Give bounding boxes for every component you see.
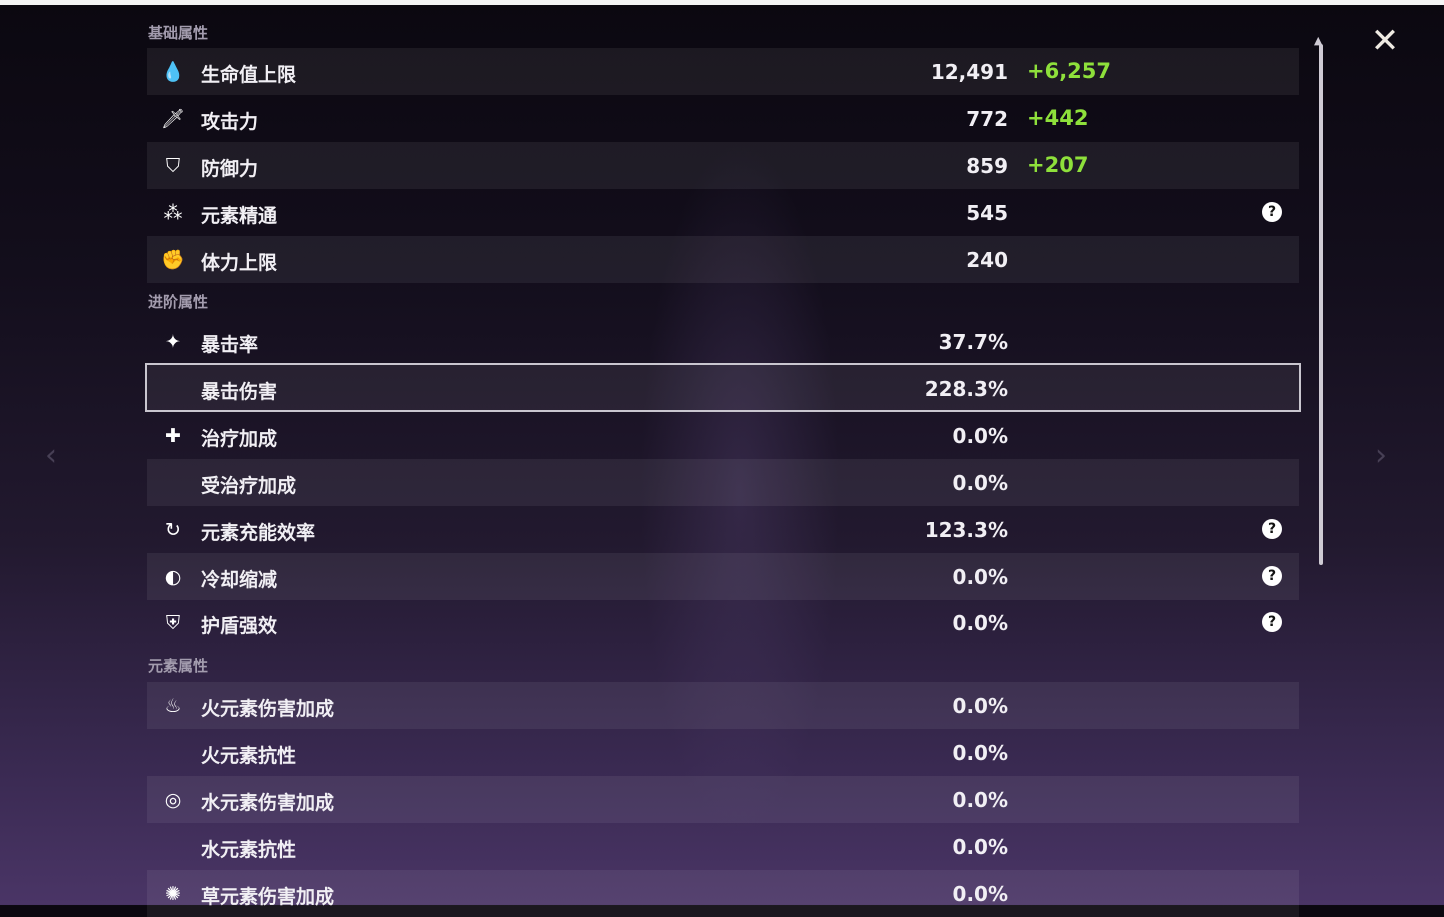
pyro-icon: ♨ (164, 695, 182, 717)
stat-label: 暴击伤害 (201, 380, 278, 403)
stamina-icon: ✊ (161, 248, 185, 271)
stat-value: 0.0% (952, 694, 1008, 718)
stat-row[interactable]: ⁂ 元素精通 545? (147, 189, 1299, 236)
stat-row[interactable]: ✊ 体力上限 240 (147, 235, 1299, 283)
stat-value: 0.0% (952, 611, 1008, 636)
stat-row[interactable]: ↻ 元素充能效率 123.3%? (147, 506, 1299, 553)
stat-value: 123.3% (924, 517, 1008, 542)
stat-value: 0.0% (952, 740, 1008, 765)
sword-icon: 🗡 (161, 107, 186, 130)
dendro-icon: ✺ (165, 882, 181, 905)
help-icon[interactable]: ? (1262, 518, 1282, 539)
stat-value: 228.3% (924, 376, 1008, 401)
stat-row[interactable]: 暴击伤害 228.3% (145, 362, 1301, 412)
stat-label: 草元素伤害加成 (201, 885, 335, 908)
stat-value: 772 (966, 106, 1008, 131)
stat-label: 生命值上限 (201, 64, 297, 86)
stat-value: 37.7% (938, 330, 1008, 354)
stat-label: 攻击力 (201, 110, 259, 133)
help-icon[interactable]: ? (1262, 612, 1282, 633)
window-top-edge (0, 0, 1444, 5)
stat-bonus: +207 (1027, 152, 1089, 177)
help-icon[interactable]: ? (1262, 565, 1282, 586)
stat-value: 12,491 (930, 60, 1008, 84)
stat-row[interactable]: 💧 生命值上限 12,491 +6,257 (147, 48, 1299, 95)
stat-label: 水元素抗性 (201, 838, 297, 861)
section-header: 进阶属性 (148, 293, 209, 311)
stat-label: 防御力 (201, 157, 259, 180)
stat-label: 治疗加成 (201, 427, 278, 450)
stat-row[interactable]: ◐ 冷却缩减 0.0%? (147, 552, 1299, 600)
help-icon[interactable]: ? (1262, 201, 1282, 222)
stat-row[interactable]: ⛨ 护盾强效 0.0%? (147, 599, 1299, 646)
section-header: 元素属性 (148, 657, 209, 675)
stat-value: 0.0% (952, 834, 1008, 859)
shield-icon: ⛉ (165, 154, 181, 177)
stat-row[interactable]: 受治疗加成 0.0% (147, 458, 1299, 506)
stat-value: 0.0% (952, 881, 1008, 906)
energy-recharge-icon: ↻ (165, 518, 181, 541)
stat-row[interactable]: ✚ 治疗加成 0.0% (147, 412, 1299, 459)
close-button[interactable]: ✕ (1366, 22, 1404, 60)
stat-row[interactable]: ✺ 草元素伤害加成 0.0% (147, 869, 1299, 917)
stat-label: 护盾强效 (201, 615, 278, 638)
stat-row[interactable]: 水元素抗性 0.0% (147, 823, 1299, 870)
stat-value: 0.0% (952, 470, 1008, 495)
cooldown-icon: ◐ (164, 565, 182, 588)
stat-label: 暴击率 (201, 334, 259, 356)
stat-value: 545 (966, 200, 1008, 225)
elemental-mastery-icon: ⁂ (163, 201, 183, 224)
stat-label: 火元素伤害加成 (201, 698, 335, 720)
scroll-up-icon: ▲ (1314, 34, 1323, 47)
stat-value: 240 (966, 247, 1008, 272)
crit-rate-icon: ✦ (165, 331, 181, 353)
stat-label: 元素充能效率 (201, 521, 316, 544)
shield-strength-icon: ⛨ (165, 612, 181, 635)
stat-label: 体力上限 (201, 251, 278, 274)
close-icon: ✕ (1370, 21, 1400, 61)
hp-drop-icon: 💧 (161, 61, 185, 83)
stat-value: 0.0% (952, 787, 1008, 812)
stat-value: 0.0% (952, 423, 1008, 448)
prev-arrow-icon: ‹ (45, 438, 57, 473)
stat-row[interactable]: ✦ 暴击率 37.7% (147, 318, 1299, 365)
section-header: 基础属性 (148, 24, 209, 42)
stat-bonus: +6,257 (1027, 59, 1112, 83)
character-backdrop (640, 140, 840, 840)
stat-value: 859 (966, 153, 1008, 178)
stat-row[interactable]: ◎ 水元素伤害加成 0.0% (147, 775, 1299, 823)
stat-value: 0.0% (952, 564, 1008, 589)
stat-label: 元素精通 (201, 204, 278, 227)
stat-row[interactable]: 火元素抗性 0.0% (147, 729, 1299, 776)
scrollbar[interactable] (1319, 44, 1323, 565)
stat-bonus: +442 (1027, 105, 1089, 130)
stat-label: 冷却缩减 (201, 568, 278, 591)
stat-label: 受治疗加成 (201, 474, 297, 497)
hydro-icon: ◎ (164, 788, 182, 811)
healing-cross-icon: ✚ (165, 424, 181, 447)
stat-row[interactable]: ⛉ 防御力 859 +207 (147, 141, 1299, 189)
next-arrow-icon: › (1375, 438, 1387, 473)
stat-row[interactable]: ♨ 火元素伤害加成 0.0% (147, 682, 1299, 729)
stat-label: 火元素抗性 (201, 744, 297, 767)
stat-row[interactable]: 🗡 攻击力 772 +442 (147, 95, 1299, 142)
stat-label: 水元素伤害加成 (201, 791, 335, 814)
